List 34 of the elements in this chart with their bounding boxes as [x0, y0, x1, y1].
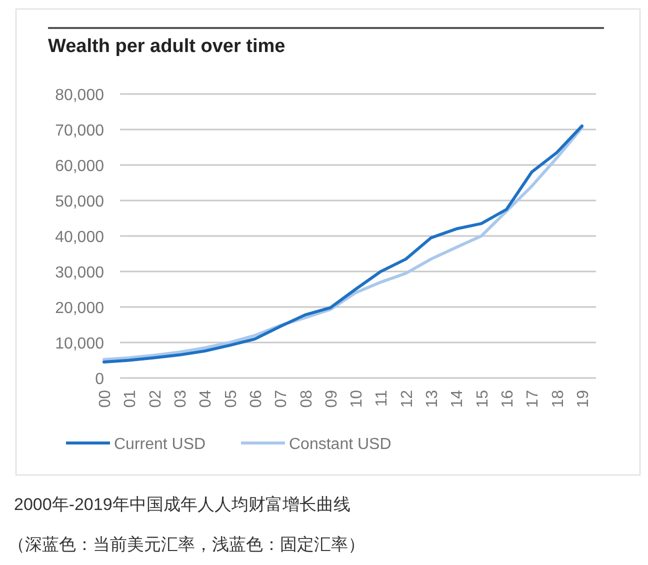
text: 2000年-2019年中国成年人人均财富增长曲线 [14, 495, 350, 514]
y-tick-label: 80,000 [55, 87, 104, 104]
x-tick-label: 05 [222, 390, 240, 408]
chart-title: Wealth per adult over time [48, 36, 286, 57]
x-tick-label: 09 [323, 390, 340, 408]
text: （深蓝色：当前美元汇率，浅蓝色：固定汇率） [8, 535, 365, 554]
x-tick-label: 13 [424, 390, 442, 408]
x-tick-label: 02 [147, 390, 164, 408]
x-tick-label: 19 [575, 390, 592, 408]
x-tick-label: 15 [474, 390, 492, 408]
legend-label: Constant USD [289, 436, 392, 453]
x-tick-label: 11 [374, 390, 391, 407]
x-tick-label: 17 [524, 390, 542, 408]
y-tick-label: 40,000 [55, 229, 104, 246]
y-tick-label: 70,000 [55, 122, 104, 140]
x-tick-label: 03 [172, 390, 190, 408]
x-tick-label: 12 [398, 390, 416, 408]
y-tick-label: 10,000 [55, 336, 104, 352]
x-tick-label: 14 [449, 390, 466, 408]
x-tick-label: 18 [550, 390, 567, 408]
y-tick-label: 20,000 [55, 300, 104, 317]
x-tick-label: 06 [248, 390, 265, 408]
y-tick-label: 0 [95, 371, 104, 388]
x-tick-label: 07 [273, 390, 290, 408]
x-tick-label: 00 [97, 390, 114, 408]
legend-label: Current USD [114, 436, 206, 453]
y-tick-label: 60,000 [55, 158, 104, 175]
x-tick-label: 08 [298, 390, 316, 408]
x-tick-label: 04 [198, 390, 215, 408]
x-tick-label: 16 [500, 390, 517, 408]
y-tick-label: 50,000 [55, 194, 104, 210]
x-tick-label: 10 [348, 390, 366, 408]
x-tick-label: 01 [122, 390, 140, 408]
y-tick-label: 30,000 [55, 264, 104, 282]
